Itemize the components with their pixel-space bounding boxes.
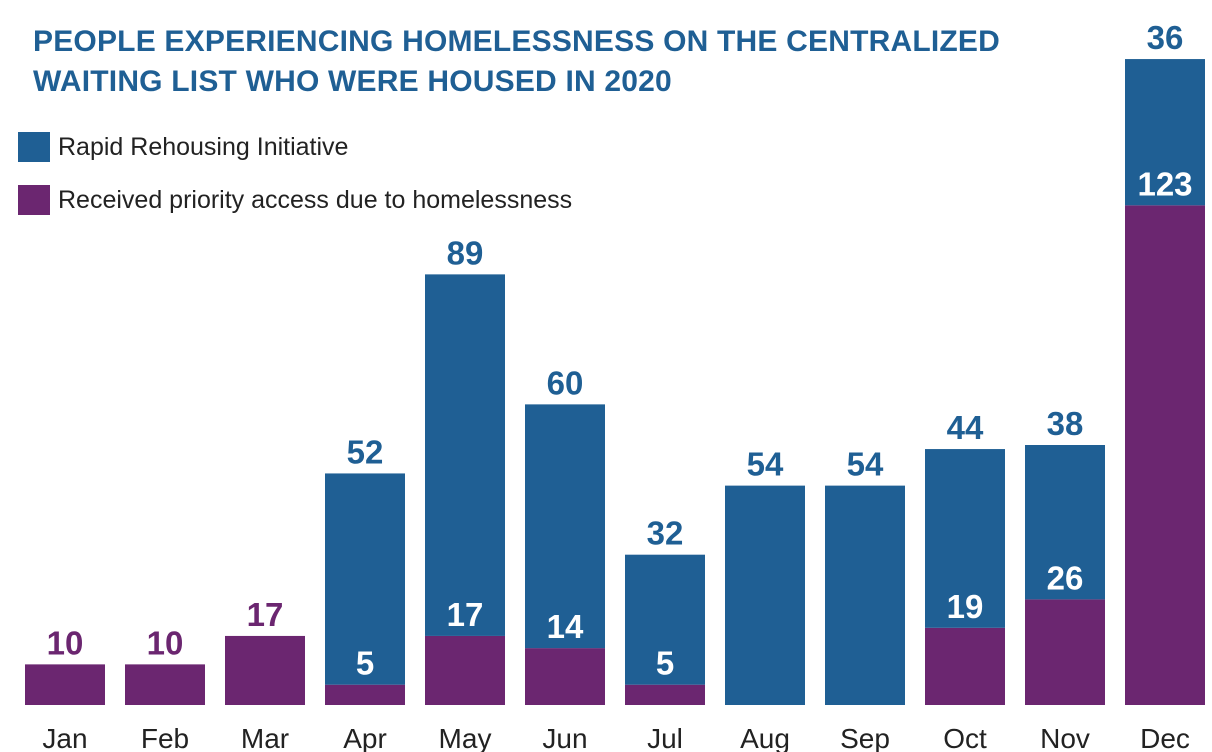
value-label: 26 [1047,559,1084,596]
bar-segment [125,664,205,705]
value-label: 44 [947,409,984,446]
x-tick-label: Dec [1140,723,1190,752]
x-tick-label: Jun [542,723,587,752]
value-label: 17 [447,596,484,633]
value-label: 5 [356,645,374,682]
bar-segment [225,635,305,705]
legend-swatch [18,185,50,215]
x-tick-label: Nov [1040,723,1090,752]
value-label: 10 [147,624,184,661]
legend-swatch [18,132,50,162]
legend-label: Received priority access due to homeless… [58,186,572,214]
value-label: 123 [1137,165,1192,202]
x-tick-label: Aug [740,723,790,752]
bar-segment [425,635,505,705]
bar-segment [525,648,605,705]
x-tick-label: Apr [343,723,387,752]
bar-segment [1025,445,1105,600]
value-label: 17 [247,596,284,633]
x-tick-label: May [439,723,492,752]
bar-segment [925,449,1005,628]
bar-segment [1125,205,1205,705]
value-label: 89 [447,234,484,271]
value-label: 54 [747,446,784,483]
value-label: 52 [347,433,384,470]
chart-title: PEOPLE EXPERIENCING HOMELESSNESS ON THE … [33,25,1000,98]
x-tick-label: Feb [141,723,189,752]
bar-segment [1125,59,1205,206]
value-label: 32 [647,515,684,552]
bar-segment [25,664,105,705]
x-tick-label: Sep [840,723,890,752]
x-tick-label: Mar [241,723,289,752]
x-tick-label: Jan [42,723,87,752]
x-tick-label: Oct [943,723,987,752]
value-label: 36 [1147,19,1184,56]
bar-segment [525,404,605,649]
bar-segment [925,627,1005,705]
legend-label: Rapid Rehousing Initiative [58,133,348,161]
value-label: 19 [947,588,984,625]
value-label: 54 [847,446,884,483]
bar-segment [625,684,705,705]
bar-segment [425,274,505,636]
bar-segment [325,473,405,685]
value-label: 10 [47,624,84,661]
value-label: 60 [547,364,584,401]
x-tick-label: Jul [647,723,683,752]
value-label: 5 [656,645,674,682]
bar-segment [1025,599,1105,705]
value-label: 38 [1047,405,1084,442]
value-label: 14 [547,608,584,645]
bar-segment [825,485,905,705]
bar-segment [625,554,705,685]
bar-segment [725,485,805,705]
bar-segment [325,684,405,705]
